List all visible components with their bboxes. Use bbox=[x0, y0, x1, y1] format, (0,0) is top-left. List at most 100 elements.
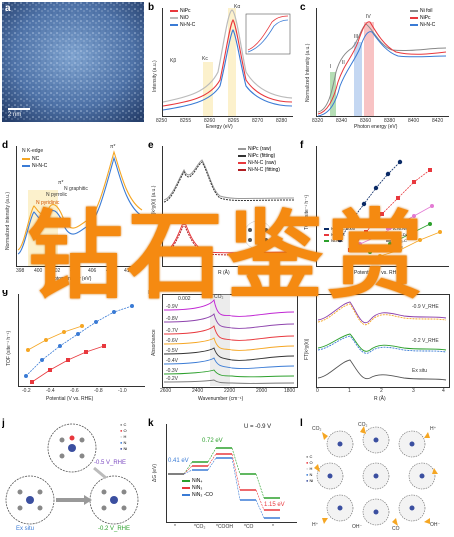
trace-label: -0.2 V_RHE bbox=[412, 338, 439, 344]
annotation-iv: IV bbox=[366, 14, 371, 20]
panel-label-f: f bbox=[300, 140, 304, 151]
panel-j-structures bbox=[5, 423, 139, 525]
legend-item: Ni-N-C bbox=[170, 22, 195, 29]
xtick: 406 bbox=[88, 268, 97, 274]
label-co2: CO₂ bbox=[358, 422, 368, 428]
legend-item: Ni-N-C (raw) bbox=[238, 160, 280, 167]
label-minus-05: -0.5 V_RHE bbox=[94, 460, 127, 466]
panel-label-e: e bbox=[148, 140, 154, 151]
legend-item: ● O bbox=[120, 428, 127, 433]
stem-image bbox=[2, 2, 144, 122]
legend-item: Ni-N₄-C bbox=[324, 232, 355, 238]
legend-item: Ni-N-C bbox=[410, 22, 435, 29]
panel-c-ylabel: Normalized Intensity (a.u.) bbox=[305, 43, 311, 102]
xtick: 0 bbox=[316, 388, 319, 394]
panel-h-ylabel: Absorbance bbox=[151, 329, 157, 356]
xtick: -0.4 bbox=[46, 388, 55, 394]
xtick: 2600 bbox=[160, 388, 172, 394]
xtick: 8420 bbox=[432, 118, 444, 124]
panel-label-h: h bbox=[148, 290, 155, 297]
xtick: *CO bbox=[244, 524, 254, 530]
legend-item: NiN₃ bbox=[182, 485, 213, 492]
label-minus-02: -0.2 V_RHE bbox=[98, 526, 131, 532]
xtick: -0.8 bbox=[94, 388, 103, 394]
panel-g-axes bbox=[18, 294, 145, 387]
label-ex-situ: Ex situ bbox=[16, 526, 35, 532]
trace-label: -0.4V bbox=[166, 358, 178, 364]
legend-item: Ni-N-C bbox=[324, 238, 355, 244]
panel-c-axes bbox=[316, 8, 449, 117]
annotation-ii: II bbox=[342, 60, 345, 66]
panel-e: e NiPc (raw) NiPc (fitting) Ni-N-C (raw)… bbox=[148, 140, 300, 290]
panel-b-curves bbox=[162, 8, 293, 116]
panel-label-a: a bbox=[5, 3, 11, 14]
annotation-072: 0.72 eV bbox=[202, 438, 223, 444]
panel-b-xlabel: Energy (eV) bbox=[206, 124, 233, 130]
panel-i-ylabel: FT|k³χ(k)| bbox=[304, 338, 310, 360]
xtick: 1800 bbox=[284, 388, 296, 394]
panel-label-j: j bbox=[2, 418, 5, 429]
panel-i-axes bbox=[316, 294, 450, 388]
panel-c-legend: Ni foil NiPc Ni-N-C bbox=[410, 8, 435, 29]
legend-item: ● N bbox=[306, 472, 313, 477]
panel-h-xlabel: Wavenumber (cm⁻¹) bbox=[198, 396, 244, 402]
trace-label: Ex situ bbox=[412, 368, 428, 374]
xtick: 3 bbox=[412, 388, 415, 394]
xtick: 404 bbox=[70, 268, 79, 274]
panel-k-energy-diagram bbox=[168, 447, 280, 519]
legend-item: NC bbox=[22, 156, 47, 163]
xtick: -0.6 bbox=[70, 388, 79, 394]
panel-d: d N K-edge NC Ni-N-C π* π* N pyridinic N… bbox=[2, 140, 148, 290]
legend-item: ● O bbox=[306, 460, 313, 465]
xtick: 8360 bbox=[360, 118, 372, 124]
panel-h: h -0.9V -0.8V -0.7V -0.6V -0.5V -0.4V -0… bbox=[148, 290, 300, 410]
xtick: 8270 bbox=[252, 118, 264, 124]
panel-label-k: k bbox=[148, 418, 154, 429]
panel-b-axes bbox=[162, 8, 293, 117]
panel-label-l: l bbox=[300, 418, 303, 429]
xtick: 2400 bbox=[192, 388, 204, 394]
xtick: 8320 bbox=[312, 118, 324, 124]
xtick: 2200 bbox=[224, 388, 236, 394]
xtick: * bbox=[272, 524, 274, 530]
panel-b: b NiPc NiO Ni-N-C Kβ Kc Kα 8250 8255 826… bbox=[148, 2, 298, 132]
legend-item: Ni-N-C bbox=[22, 163, 47, 170]
xtick: 2000 bbox=[256, 388, 268, 394]
panel-label-i: i bbox=[300, 290, 303, 297]
panel-f-legend-2: A-Ni-NSG NiFe-DASC Ni-N₃-C CoPc bbox=[386, 226, 414, 250]
xtick: 8380 bbox=[384, 118, 396, 124]
xtick: 2 bbox=[380, 388, 383, 394]
panel-j-legend: ● C ● O ● H ● N ● Ni bbox=[120, 422, 127, 452]
trace-label: -0.6V bbox=[166, 338, 178, 344]
panel-h-traces bbox=[163, 294, 295, 386]
xtick: * bbox=[174, 524, 176, 530]
legend-item: NiPc (fitting) bbox=[238, 153, 280, 160]
panel-l-cycle bbox=[314, 426, 438, 526]
panel-e-curves bbox=[163, 159, 295, 256]
label-oh: OH⁻ bbox=[430, 522, 441, 528]
legend-item: ● H bbox=[120, 434, 127, 439]
xtick: 398 bbox=[16, 268, 25, 274]
annotation-n-pyridinic: N pyridinic bbox=[36, 200, 60, 206]
panel-j: j ● C ● O ● H ● N ● Ni -0.5 V_RHE Ex sit… bbox=[2, 418, 146, 535]
trace-label: -0.9V bbox=[166, 304, 178, 310]
xtick: *COOH bbox=[216, 524, 233, 530]
panel-k-ylabel: ΔG (eV) bbox=[152, 463, 158, 482]
panel-d-xlabel: Photon energy (eV) bbox=[48, 276, 92, 282]
label-h-plus: H⁺ bbox=[312, 522, 319, 528]
label-h-plus: H⁺ bbox=[430, 426, 437, 432]
trace-label: -0.3V bbox=[166, 368, 178, 374]
trace-label: -0.8V bbox=[166, 316, 178, 322]
trace-label: -0.2V bbox=[166, 376, 178, 382]
panel-l: l ● C ● O ● H ● N ● Ni CO₂ CO₂ H⁺ H⁺ OH⁻… bbox=[300, 418, 452, 535]
annotation-115: 1.15 eV bbox=[264, 502, 285, 508]
xtick: 408 bbox=[106, 268, 115, 274]
annotation-kc: Kc bbox=[202, 56, 208, 62]
label-co2: CO₂ bbox=[312, 426, 322, 432]
legend-item: NiPc bbox=[410, 15, 435, 22]
xtick: 1 bbox=[348, 388, 351, 394]
panel-k-legend: NiN₄ NiN₃ NiN₃ -CO bbox=[182, 478, 213, 499]
legend-item: ● Ni bbox=[306, 478, 314, 483]
xtick: 4 bbox=[442, 388, 445, 394]
legend-item: Ni-N₃-C bbox=[386, 238, 414, 244]
